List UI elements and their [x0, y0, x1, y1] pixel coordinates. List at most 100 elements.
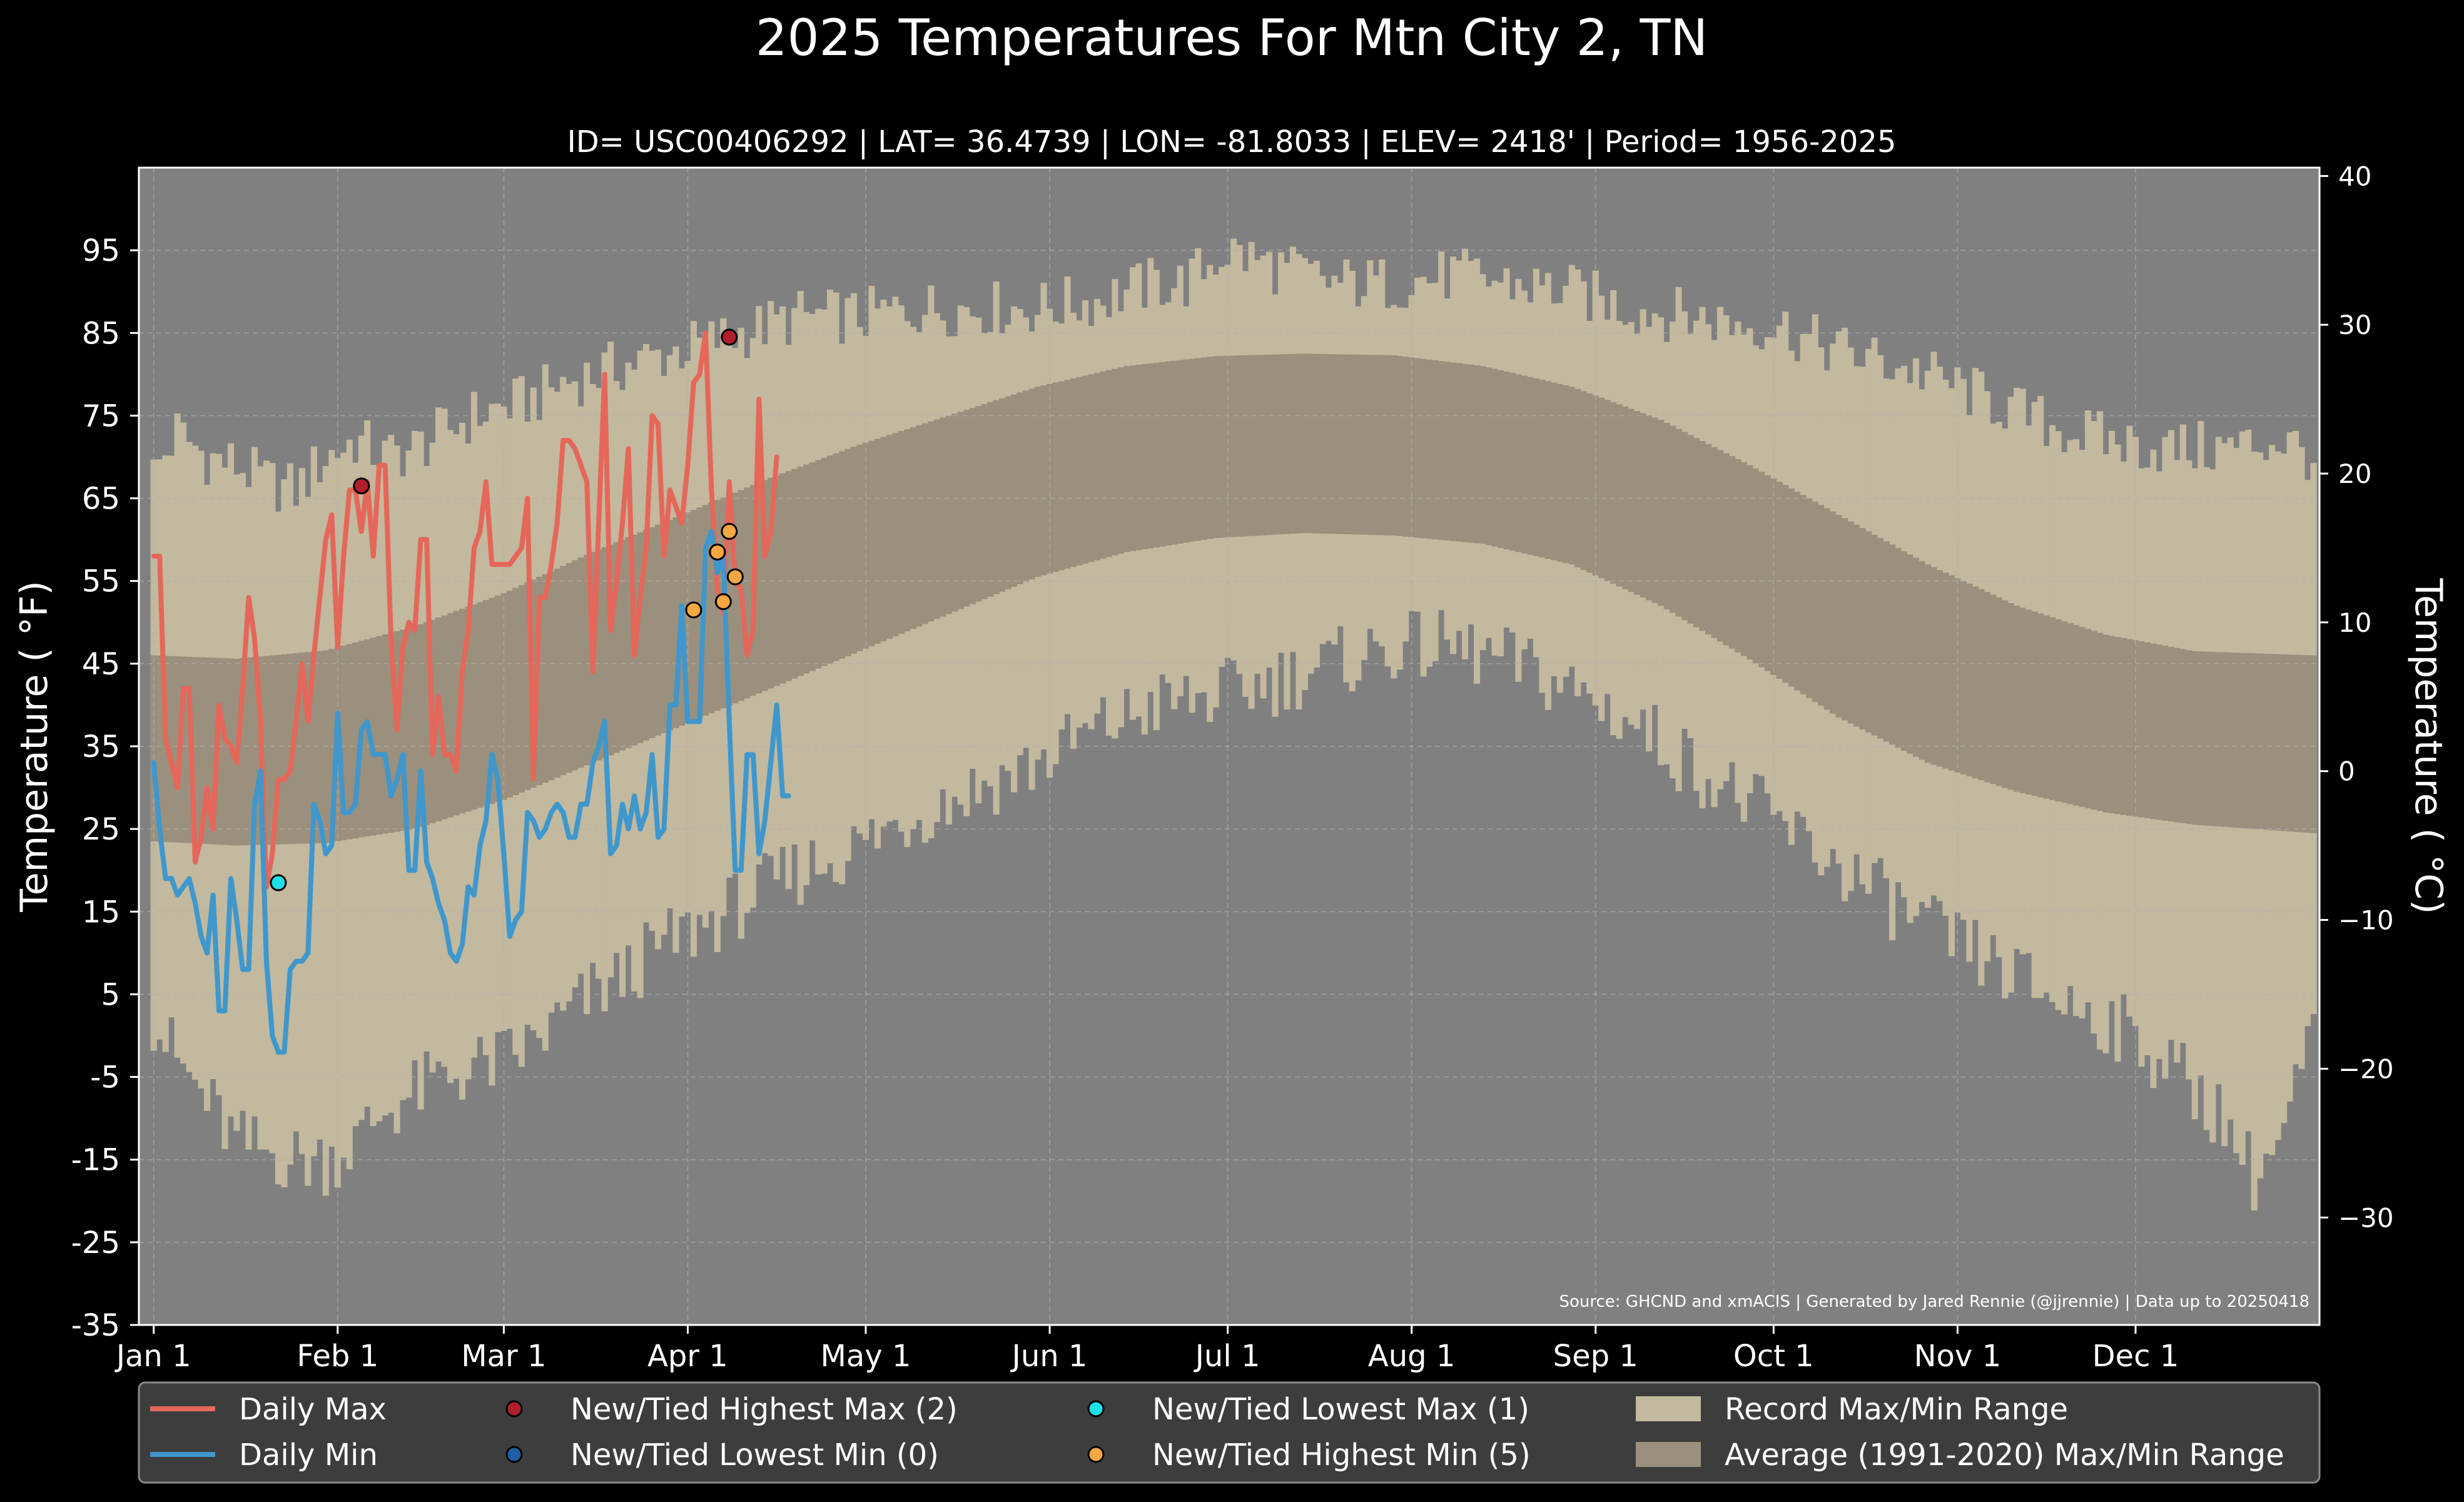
x-tick-label: Nov 1	[1914, 1339, 2001, 1374]
average-range-bar	[2007, 602, 2014, 790]
average-range-bar	[506, 591, 513, 798]
average-range-bar	[2014, 606, 2020, 792]
average-range-bar	[2156, 644, 2162, 820]
average-range-bar	[1586, 393, 1593, 573]
average-range-bar	[1052, 382, 1059, 572]
average-range-bar	[565, 563, 572, 773]
average-range-bar	[708, 502, 715, 714]
average-range-bar	[1479, 366, 1486, 544]
average-range-bar	[1877, 538, 1884, 739]
average-range-bar	[654, 524, 662, 736]
average-range-bar	[1954, 578, 1961, 773]
average-range-bar	[1058, 381, 1065, 571]
average-range-bar	[969, 408, 976, 604]
average-range-bar	[637, 532, 644, 743]
average-range-bar	[1889, 544, 1896, 745]
average-range-bar	[1129, 365, 1136, 551]
average-range-bar	[933, 419, 940, 619]
average-range-bar	[797, 466, 804, 676]
average-range-bar	[2233, 652, 2240, 828]
average-range-bar	[856, 444, 863, 652]
new-highest-min-marker	[721, 522, 738, 540]
legend-label-daily-min: Daily Min	[239, 1438, 378, 1473]
average-range-bar	[340, 646, 347, 841]
average-range-bar	[1040, 385, 1047, 576]
y-tick-label: 35	[82, 729, 120, 764]
average-range-bar	[898, 431, 905, 634]
average-range-bar	[2102, 634, 2109, 813]
average-range-bar	[1402, 357, 1409, 537]
y-tick-label: -35	[71, 1308, 120, 1343]
average-range-bar	[1183, 359, 1190, 543]
average-range-bar	[2061, 621, 2068, 803]
average-range-bar	[744, 487, 751, 699]
legend-label-new-tied-lowest-max-1: New/Tied Lowest Max (1)	[1152, 1392, 1529, 1427]
average-range-bar	[666, 519, 674, 731]
average-range-bar	[1123, 366, 1130, 552]
average-range-bar	[1616, 404, 1623, 587]
new-highest-min-marker	[685, 601, 702, 619]
average-range-bar	[489, 597, 495, 804]
x-tick-label: Sep 1	[1553, 1339, 1638, 1374]
average-range-bar	[2239, 652, 2246, 828]
average-range-bar	[1670, 425, 1676, 613]
average-range-bar	[2203, 651, 2210, 826]
average-range-bar	[2191, 651, 2198, 825]
y-tick-label: 85	[82, 316, 120, 351]
average-range-bar	[827, 455, 834, 664]
average-range-bar	[453, 611, 460, 816]
legend-label-new-tied-lowest-min-0: New/Tied Lowest Min (0)	[570, 1438, 939, 1473]
legend-swatch-new-tied-highest-min-5	[1087, 1446, 1105, 1463]
average-range-bar	[168, 656, 175, 843]
average-range-bar	[649, 527, 656, 738]
x-tick-label: Jan 1	[114, 1339, 191, 1374]
average-range-bar	[417, 624, 424, 828]
average-range-bar	[1823, 508, 1830, 710]
average-range-bar	[1640, 413, 1646, 598]
average-range-bar	[412, 626, 418, 830]
average-range-bar	[2079, 627, 2086, 807]
average-range-bar	[1212, 356, 1219, 538]
legend-label-new-tied-highest-max-2: New/Tied Highest Max (2)	[570, 1392, 958, 1427]
average-range-bar	[1289, 353, 1297, 534]
average-range-bar	[1568, 387, 1575, 565]
average-range-bar	[298, 652, 305, 844]
x-tick-label: Mar 1	[461, 1339, 546, 1374]
average-range-bar	[1818, 505, 1825, 706]
average-range-bar	[2150, 643, 2157, 820]
average-range-bar	[156, 656, 163, 842]
average-range-bar	[1355, 354, 1362, 535]
x-tick-label: Jul 1	[1194, 1339, 1260, 1374]
average-range-bar	[1254, 355, 1261, 536]
average-range-bar	[2269, 654, 2276, 831]
average-range-bar	[1580, 391, 1587, 571]
average-range-bar	[405, 627, 412, 830]
average-range-bar	[1574, 388, 1581, 567]
average-range-bar	[2286, 654, 2293, 832]
average-range-bar	[1011, 394, 1018, 587]
average-range-bar	[1432, 360, 1439, 540]
average-range-bar	[1301, 353, 1308, 534]
average-range-bar	[1770, 478, 1777, 675]
average-range-bar	[601, 547, 608, 758]
average-range-bar	[596, 549, 602, 761]
legend-label-new-tied-highest-min-5: New/Tied Highest Min (5)	[1152, 1438, 1531, 1473]
average-range-bar	[1396, 356, 1403, 536]
average-range-bar	[400, 629, 407, 831]
average-range-bar	[1859, 528, 1866, 730]
average-range-bar	[192, 657, 199, 844]
new-highest-max-marker	[353, 477, 370, 495]
average-range-bar	[1408, 357, 1415, 537]
average-range-bar	[1100, 371, 1107, 559]
average-range-bar	[352, 642, 359, 839]
average-range-bar	[512, 587, 519, 795]
average-range-bar	[1521, 375, 1528, 554]
record-markers	[270, 328, 744, 891]
average-range-bar	[2293, 654, 2299, 832]
average-range-bar	[2002, 600, 2009, 788]
average-range-bar	[2055, 619, 2062, 802]
average-range-bar	[1093, 373, 1100, 561]
average-range-bar	[577, 557, 584, 768]
average-range-bar	[364, 639, 371, 837]
average-range-bar	[1865, 531, 1872, 733]
